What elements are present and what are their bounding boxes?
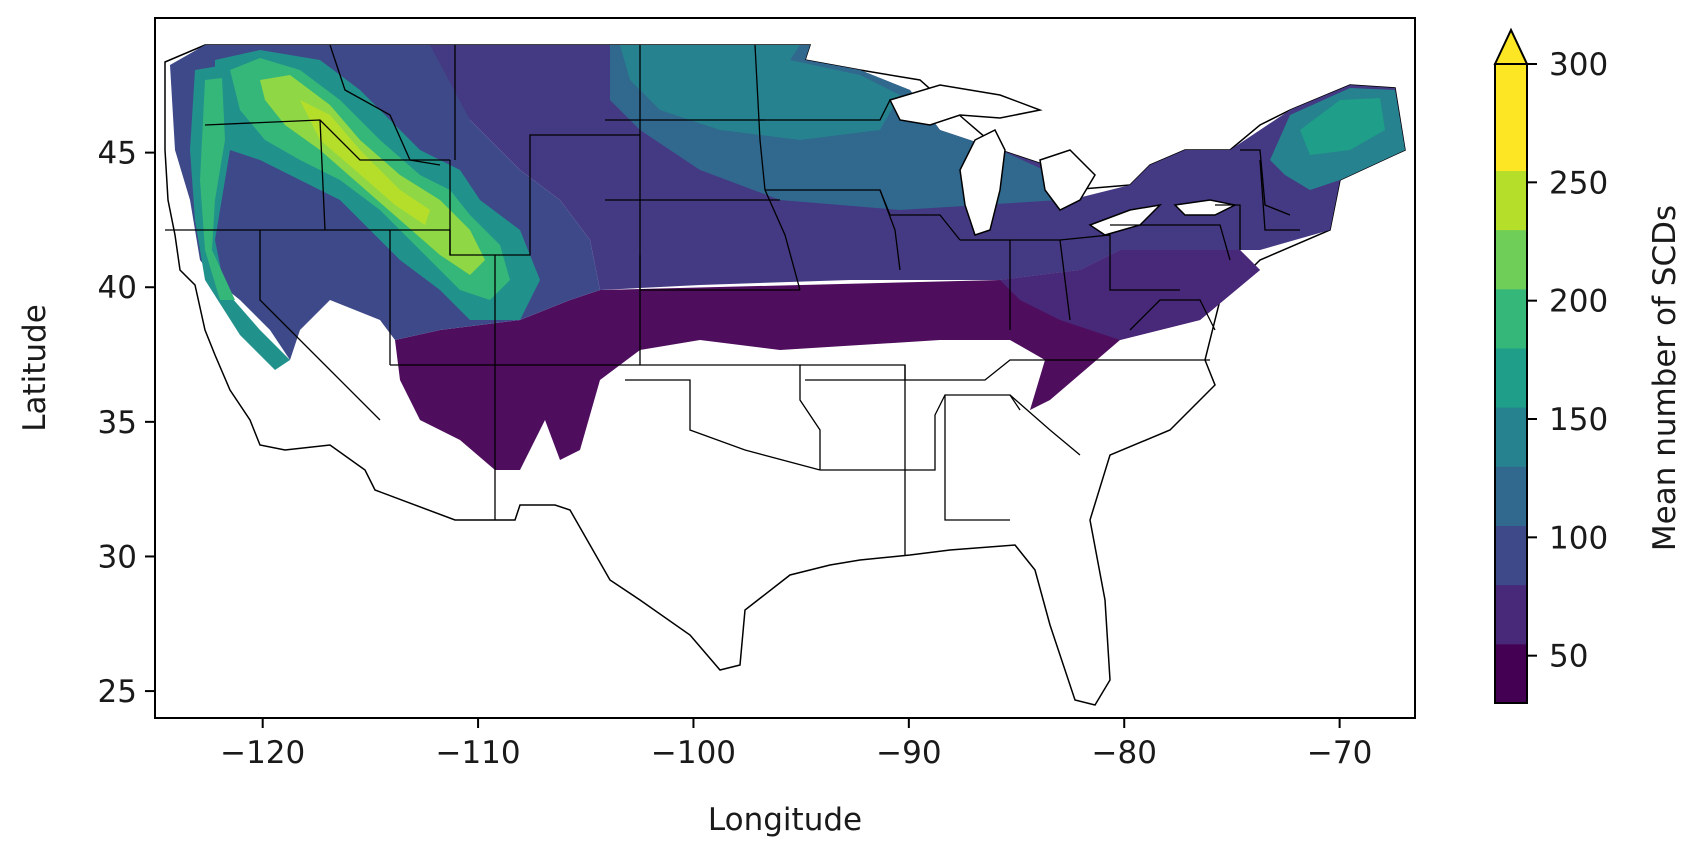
colorbar-bands xyxy=(1493,27,1529,704)
colorbar-band xyxy=(1495,288,1527,349)
colorbar-tick-label: 50 xyxy=(1549,639,1588,675)
y-tick: 45 xyxy=(98,136,155,172)
y-axis-ticks: 25 30 35 40 45 xyxy=(98,136,155,710)
colorbar-tick: 150 xyxy=(1527,402,1608,438)
colorbar-tick: 50 xyxy=(1527,639,1588,675)
colorbar-tick: 250 xyxy=(1527,165,1608,201)
y-tick-label: 30 xyxy=(98,539,137,575)
colorbar-band xyxy=(1495,466,1527,526)
colorbar-tick-label: 300 xyxy=(1549,47,1608,83)
x-tick: −90 xyxy=(876,718,942,771)
x-tick-label: −100 xyxy=(651,735,736,771)
colorbar-band xyxy=(1495,525,1527,586)
colorbar-band xyxy=(1495,584,1527,645)
y-tick: 30 xyxy=(98,539,155,575)
colorbar-extend-triangle xyxy=(1493,27,1529,65)
colorbar-band xyxy=(1495,348,1527,408)
axes-frame xyxy=(154,17,1416,719)
state-boundaries xyxy=(165,44,1300,555)
lake-erie xyxy=(1088,203,1163,236)
y-tick-label: 40 xyxy=(98,270,137,306)
x-axis-ticks: −120 −110 −100 −90 −80 −70 xyxy=(220,718,1372,771)
y-tick: 40 xyxy=(98,270,155,306)
region-appalachian xyxy=(1000,250,1260,340)
x-tick-label: −70 xyxy=(1307,735,1372,771)
y-axis-label: Latitude xyxy=(17,304,53,432)
colorbar-band xyxy=(1495,229,1527,290)
region-maine-peak xyxy=(1300,98,1385,155)
x-tick-label: −80 xyxy=(1092,735,1157,771)
lake-ontario xyxy=(1173,199,1238,216)
x-tick: −110 xyxy=(435,718,521,771)
x-tick: −100 xyxy=(651,718,736,771)
snow-cover-regions xyxy=(170,45,1405,470)
colorbar-band xyxy=(1495,407,1527,467)
x-tick-label: −110 xyxy=(435,735,520,771)
x-tick: −120 xyxy=(220,718,305,771)
colorbar-label: Mean number of SCDs xyxy=(1647,205,1683,551)
colorbar-tick: 100 xyxy=(1527,520,1608,556)
colorbar-tick-label: 150 xyxy=(1549,402,1608,438)
colorbar-band xyxy=(1495,64,1527,112)
region-rockies-top xyxy=(300,100,430,225)
great-lakes xyxy=(888,84,1238,236)
colorbar-ticks: 50 100 150 200 250 300 xyxy=(1527,47,1608,675)
y-tick-label: 25 xyxy=(98,674,137,710)
colorbar-band xyxy=(1495,643,1527,704)
y-tick-label: 45 xyxy=(98,136,137,172)
y-tick-label: 35 xyxy=(98,405,137,441)
x-tick-label: −120 xyxy=(220,735,305,771)
y-tick: 35 xyxy=(98,405,155,441)
lake-huron xyxy=(1039,149,1096,211)
map-area xyxy=(155,18,1415,718)
lake-superior xyxy=(888,84,1043,126)
colorbar-band xyxy=(1495,170,1527,231)
colorbar-tick-label: 100 xyxy=(1549,520,1608,556)
colorbar-tick-label: 200 xyxy=(1549,284,1608,320)
x-axis-label: Longitude xyxy=(708,802,862,838)
x-tick: −80 xyxy=(1092,718,1157,771)
colorbar-frame xyxy=(1494,63,1528,704)
x-tick-label: −90 xyxy=(876,735,941,771)
region-mid2-north xyxy=(620,45,900,140)
colorbar-tick: 200 xyxy=(1527,284,1608,320)
colorbar-tick-label: 250 xyxy=(1549,165,1608,201)
x-tick: −70 xyxy=(1307,718,1372,771)
colorbar-band xyxy=(1495,111,1527,171)
colorbar: 50 100 150 200 250 300 Mean number of SCDs xyxy=(1493,27,1683,704)
region-cascades-high xyxy=(200,78,235,300)
lake-michigan xyxy=(959,128,1006,236)
colorbar-tick: 300 xyxy=(1527,47,1608,83)
y-tick: 25 xyxy=(98,674,155,710)
